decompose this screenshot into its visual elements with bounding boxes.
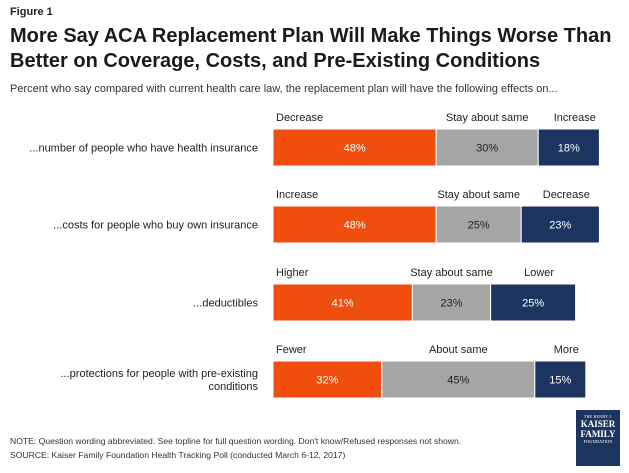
logo-line-1: THE HENRY J. [583,414,613,419]
data-label: 18% [558,143,580,155]
data-label: 25% [468,220,490,232]
data-label: 41% [332,298,354,310]
row-label: ...number of people who have health insu… [29,143,258,155]
segment-header: Fewer [276,344,307,356]
logo-line-2: KAISER [580,419,616,429]
segment-header: Increase [554,112,596,124]
bar-segment [534,360,587,399]
segment-header: Lower [524,267,554,279]
bar-segment [537,128,600,167]
segment-header: Increase [276,189,318,201]
stacked-bar-chart: ...number of people who have health insu… [29,112,600,399]
bar-segment [272,283,413,322]
bar-segment [272,360,383,399]
segment-header: Decrease [543,189,590,201]
data-label: 15% [549,375,571,387]
footnote: NOTE: Question wording abbreviated. See … [10,436,462,446]
bar-segment [381,360,536,399]
segment-header: Stay about same [446,112,529,124]
data-label: 45% [447,375,469,387]
data-label: 48% [344,220,366,232]
data-label: 30% [476,143,498,155]
row-label: ...protections for people with pre-exist… [61,368,259,380]
logo-line-3: FAMILY [580,429,616,439]
segment-header: Decrease [276,112,323,124]
bar-segment [411,283,492,322]
data-label: 23% [440,298,462,310]
logo-line-4: FOUNDATION [583,439,613,444]
figure-label: Figure 1 [10,6,53,18]
chart-subtitle: Percent who say compared with current he… [10,83,558,95]
data-label: 25% [522,298,544,310]
data-label: 23% [549,220,571,232]
data-label: 32% [316,375,338,387]
bar-segment [490,283,577,322]
row-label: conditions [208,381,258,393]
bar-segment [435,128,539,167]
row-label: ...costs for people who buy own insuranc… [53,220,258,232]
row-label: ...deductibles [193,298,258,310]
source-note: SOURCE: Kaiser Family Foundation Health … [10,450,346,460]
segment-header: More [554,344,579,356]
segment-header: Stay about same [410,267,493,279]
data-label: 48% [344,143,366,155]
bar-segment [520,205,600,244]
segment-header: Higher [276,267,309,279]
chart-title: More Say ACA Replacement Plan Will Make … [10,25,612,72]
kff-logo: THE HENRY J. KAISER FAMILY FOUNDATION [576,410,620,466]
bar-segment [435,205,522,244]
segment-header: About same [429,344,488,356]
segment-header: Stay about same [437,189,520,201]
